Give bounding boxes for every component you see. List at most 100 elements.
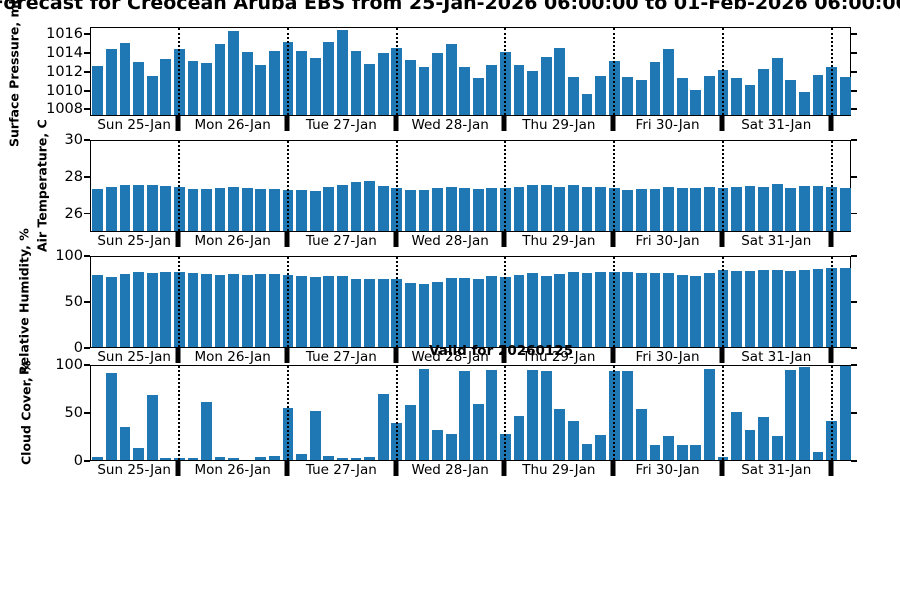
day-boundary-tick	[393, 116, 399, 131]
bar	[323, 276, 335, 347]
day-boundary-tick	[719, 461, 725, 476]
day-boundary-tick	[501, 232, 507, 247]
bar	[160, 457, 172, 460]
bar	[568, 77, 579, 115]
day-label: Sun 25-Jan	[97, 349, 171, 365]
day-label: Sun 25-Jan	[97, 462, 171, 478]
y-tick-mark-left	[84, 460, 90, 462]
day-label: Sat 31-Jan	[741, 117, 812, 133]
bar	[812, 268, 824, 347]
y-tick-mark-left	[84, 70, 90, 73]
day-label: Sat 31-Jan	[741, 349, 812, 365]
y-tick-label: 1016	[46, 26, 83, 43]
bar	[744, 185, 756, 231]
y-tick-mark-left	[84, 52, 90, 55]
bar	[418, 284, 430, 347]
day-label: Sat 31-Jan	[741, 462, 812, 478]
day-boundary-line	[178, 141, 181, 231]
day-boundary-tick	[393, 461, 399, 476]
day-label: Fri 30-Jan	[635, 233, 700, 249]
y-tick-mark-left	[84, 89, 90, 92]
bar	[105, 277, 117, 347]
bar	[133, 184, 144, 231]
bar	[187, 188, 199, 231]
bar	[812, 185, 824, 231]
y-tick-label: 1008	[46, 101, 83, 118]
plot-area-temperature	[90, 140, 851, 232]
bar	[581, 443, 593, 460]
day-label: Sat 31-Jan	[741, 233, 812, 249]
day-boundary-tick	[501, 116, 507, 131]
day-boundary-line	[721, 366, 724, 460]
day-boundary-line	[613, 28, 616, 115]
bar	[255, 188, 267, 231]
day-label: Fri 30-Jan	[635, 349, 700, 365]
day-boundary-tick	[828, 348, 834, 363]
day-boundary-tick	[610, 461, 616, 476]
day-boundary-tick	[610, 348, 616, 363]
bar	[581, 186, 593, 231]
bar	[486, 65, 498, 115]
bar	[663, 186, 674, 231]
bar	[676, 78, 688, 115]
bar	[527, 273, 539, 347]
y-tick-mark-right	[851, 33, 857, 36]
bar	[445, 43, 457, 115]
day-label: Fri 30-Jan	[635, 462, 700, 478]
day-boundary-line	[613, 366, 616, 460]
bar	[364, 278, 375, 347]
day-boundary-line	[504, 366, 507, 460]
bar	[364, 457, 375, 460]
bar	[187, 60, 199, 115]
bar	[799, 366, 810, 460]
day-boundary-tick	[828, 116, 834, 131]
day-boundary-line	[830, 28, 833, 115]
y-tick-mark-left	[84, 347, 90, 349]
bar	[771, 269, 783, 347]
bar	[472, 404, 484, 460]
bar	[418, 67, 430, 115]
bar	[228, 30, 240, 115]
y-tick-label: 100	[55, 357, 83, 373]
bar	[269, 456, 280, 460]
day-boundary-tick	[828, 232, 834, 247]
bar	[513, 186, 525, 231]
y-tick-label: 1012	[46, 63, 83, 80]
day-boundary-line	[287, 141, 290, 231]
bar	[554, 48, 566, 115]
y-tick-label: 0	[73, 340, 83, 356]
day-boundary-tick	[610, 116, 616, 131]
bar	[635, 80, 647, 115]
bar	[160, 272, 172, 347]
day-boundary-tick	[719, 116, 725, 131]
bar	[459, 187, 471, 231]
bar	[635, 409, 647, 460]
day-label: Mon 26-Jan	[194, 117, 271, 133]
day-boundary-tick	[719, 232, 725, 247]
bar	[146, 394, 158, 460]
bar	[255, 65, 267, 115]
bar	[540, 184, 552, 231]
bar	[554, 409, 566, 460]
day-label: Sun 25-Jan	[97, 117, 171, 133]
bar	[839, 365, 851, 460]
y-tick-mark-right	[851, 301, 857, 303]
bar	[758, 416, 770, 460]
bar	[839, 187, 851, 231]
bar	[785, 187, 797, 231]
bar	[309, 410, 321, 460]
bar	[744, 270, 756, 347]
bar	[241, 187, 253, 231]
day-boundary-line	[395, 28, 398, 115]
bar	[432, 281, 443, 347]
day-boundary-tick	[175, 461, 181, 476]
bar	[731, 411, 742, 460]
bar	[269, 274, 280, 347]
x-axis-row-pressure: Sun 25-Jan Mon 26-Jan Tue 27-Jan Wed 28-Jan…	[90, 116, 851, 133]
day-boundary-line	[504, 257, 507, 347]
day-label: Mon 26-Jan	[194, 233, 271, 249]
bar	[595, 434, 606, 460]
day-boundary-tick	[175, 116, 181, 131]
bar	[771, 57, 783, 115]
